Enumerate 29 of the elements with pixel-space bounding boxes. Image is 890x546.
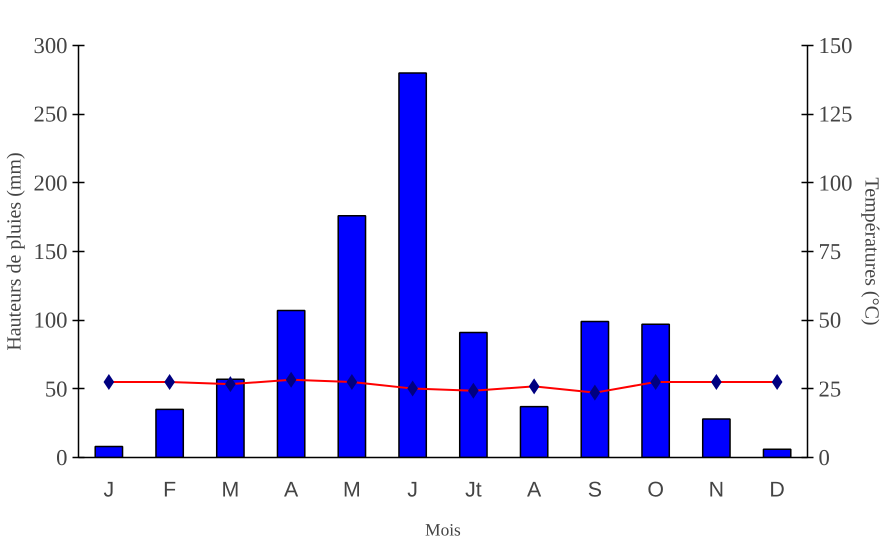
- x-tick-label: D: [769, 478, 785, 502]
- y-tick-label: 100: [34, 308, 68, 333]
- y2-tick-label: 125: [818, 102, 852, 127]
- y2-tick-label: 50: [818, 308, 842, 333]
- x-tick-label: A: [527, 478, 542, 502]
- x-tick-label: J: [407, 478, 418, 502]
- y-tick-label: 200: [34, 170, 68, 196]
- x-tick-label: S: [588, 478, 602, 502]
- x-axis-title: Mois: [425, 520, 462, 540]
- x-tick-label: N: [708, 478, 724, 502]
- y-tick-label: 300: [34, 33, 68, 58]
- x-tick-label: M: [221, 478, 240, 502]
- y-tick-label: 150: [34, 239, 68, 264]
- y-axis-title: Hauteurs de pluies (mm): [4, 152, 26, 351]
- x-tick-label: M: [342, 478, 361, 502]
- y2-tick-label: 100: [818, 170, 852, 196]
- x-tick-label: A: [284, 478, 300, 502]
- y2-tick-label: 25: [818, 376, 842, 402]
- y2-tick-label: 0: [818, 445, 830, 470]
- x-tick-label: Jt: [465, 478, 482, 502]
- y2-axis-title: Températures (°C): [860, 177, 882, 326]
- y2-tick-label: 150: [818, 33, 852, 58]
- x-tick-label: F: [163, 478, 176, 502]
- y-tick-label: 0: [56, 445, 68, 470]
- y-tick-label: 250: [34, 102, 68, 127]
- y2-tick-label: 75: [818, 239, 842, 264]
- x-tick-label: O: [647, 478, 664, 502]
- x-tick-label: J: [104, 478, 114, 502]
- y-tick-label: 50: [44, 376, 68, 402]
